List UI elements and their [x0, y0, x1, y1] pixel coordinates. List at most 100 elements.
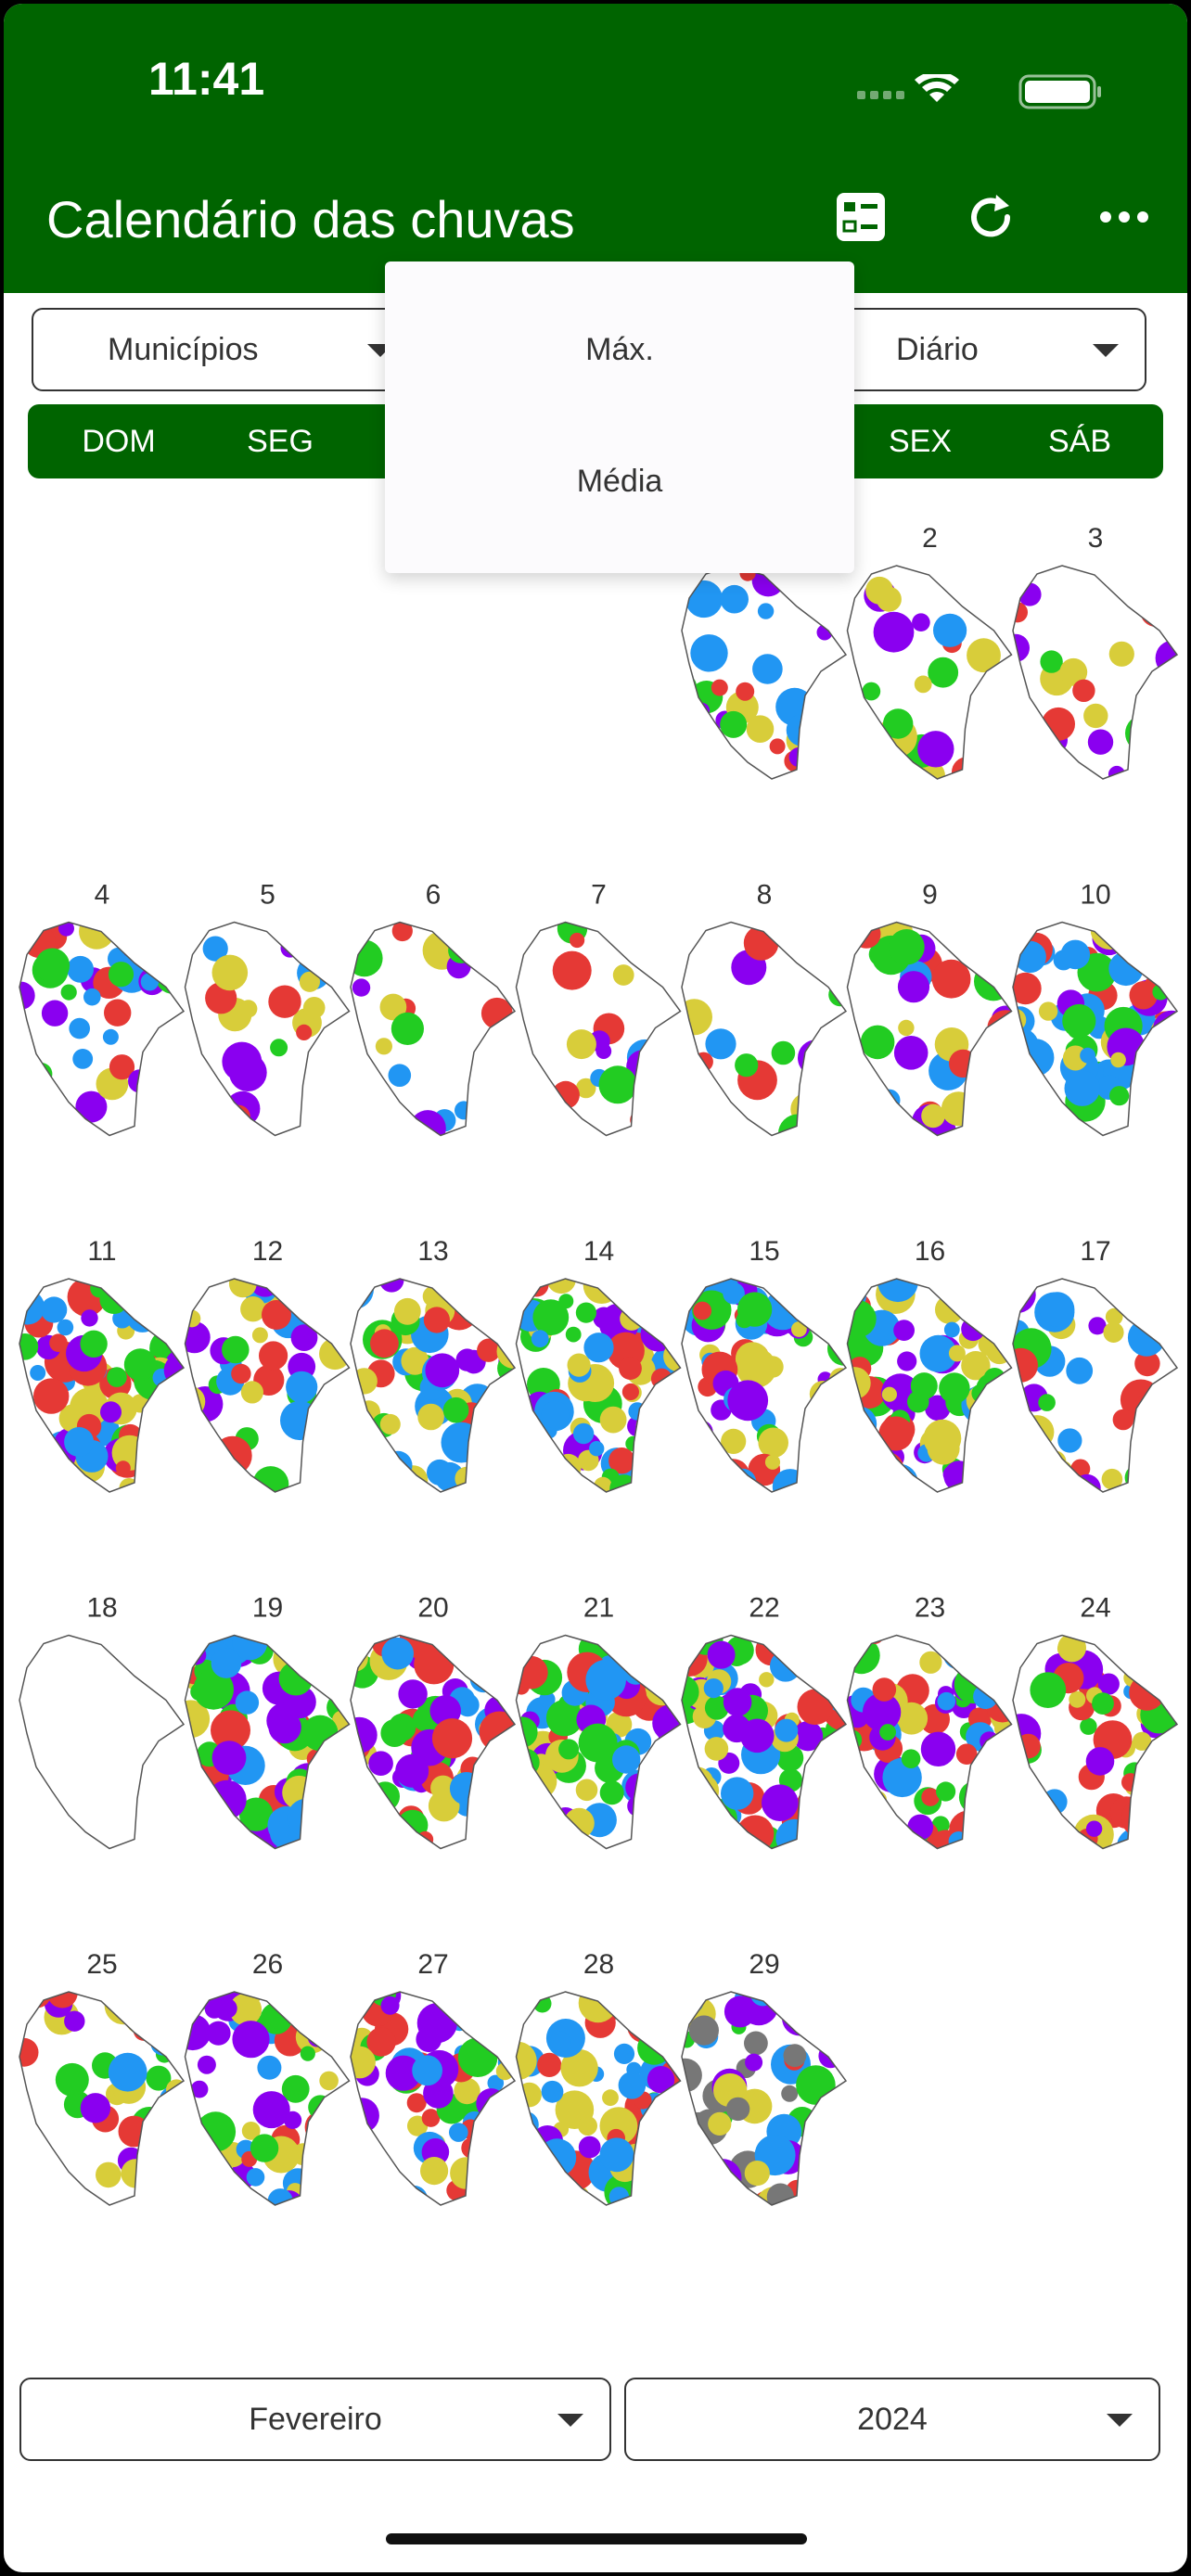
- more-button[interactable]: [1098, 202, 1150, 232]
- rain-patch: [319, 2149, 342, 2173]
- rain-patch: [819, 1441, 846, 1470]
- rain-patch: [241, 2122, 261, 2140]
- rain-patch: [240, 1381, 263, 1404]
- day-number: 5: [260, 879, 275, 910]
- rain-patch: [820, 1755, 846, 1791]
- rain-patch: [1134, 1350, 1160, 1377]
- rain-patch: [931, 959, 971, 999]
- rain-patch: [29, 2170, 54, 2195]
- rain-patch: [766, 2183, 794, 2205]
- rain-patch: [388, 1064, 412, 1087]
- rain-patch: [228, 1053, 267, 1091]
- day-number: 3: [1088, 523, 1104, 554]
- menu-item[interactable]: Média: [576, 464, 663, 499]
- rain-patch: [391, 922, 413, 942]
- rain-patch: [917, 731, 954, 768]
- rain-patch: [783, 2044, 807, 2068]
- rain-patch: [818, 1992, 846, 2020]
- rain-patch: [1147, 1030, 1162, 1046]
- rain-patch: [560, 2184, 590, 2205]
- rain-patch: [301, 1444, 324, 1467]
- rain-patch: [585, 1659, 626, 1701]
- rain-patch: [294, 1635, 327, 1664]
- rain-patch: [423, 1307, 450, 1333]
- rain-patch: [955, 1743, 978, 1765]
- month-dropdown[interactable]: Fevereiro: [19, 2378, 611, 2461]
- rain-patch: [359, 1821, 380, 1843]
- day-number: 13: [417, 1236, 448, 1267]
- rain-patch: [185, 2155, 214, 2190]
- rain-patch: [889, 929, 925, 965]
- day-number: 18: [86, 1592, 117, 1623]
- rain-patch: [57, 1319, 74, 1336]
- rain-patch: [1092, 1692, 1114, 1715]
- rain-patch: [140, 973, 160, 991]
- rain-patch: [1013, 566, 1025, 577]
- rain-patch: [1153, 566, 1177, 591]
- rain-map: [846, 1278, 1013, 1493]
- rain-patch: [721, 1777, 754, 1810]
- rain-patch: [893, 1320, 915, 1341]
- rain-patch: [705, 1028, 736, 1060]
- rain-patch: [246, 2168, 265, 2187]
- rain-patch: [479, 2137, 501, 2161]
- rain-patch: [104, 999, 132, 1027]
- rain-map: [184, 1634, 351, 1850]
- rain-patch: [96, 2162, 122, 2188]
- rain-patch: [572, 1422, 595, 1445]
- rain-patch: [879, 1463, 918, 1492]
- legend-button[interactable]: [835, 191, 887, 243]
- rain-patch: [964, 1657, 990, 1682]
- year-dropdown[interactable]: 2024: [624, 2378, 1160, 2461]
- rain-patch: [1062, 1003, 1096, 1039]
- rain-patch: [19, 1384, 30, 1399]
- rain-patch: [979, 1664, 1009, 1695]
- rain-patch: [1040, 1467, 1067, 1492]
- rain-patch: [1040, 650, 1063, 673]
- rain-patch: [897, 1351, 917, 1371]
- refresh-button[interactable]: [965, 191, 1017, 243]
- rain-patch: [1085, 1820, 1103, 1837]
- rain-map: [1012, 1278, 1179, 1493]
- rain-patch: [58, 1475, 83, 1492]
- rain-patch: [800, 1645, 819, 1664]
- rain-patch: [539, 1691, 556, 1708]
- rain-patch: [995, 1074, 1012, 1098]
- map-outline: [681, 1991, 848, 2206]
- rain-patch: [997, 1079, 1012, 1098]
- rain-patch: [881, 1386, 897, 1402]
- rain-patch: [570, 932, 585, 949]
- rain-patch: [64, 2010, 85, 2032]
- rain-patch: [290, 1324, 318, 1351]
- rain-patch: [693, 1301, 712, 1320]
- rain-patch: [1097, 1673, 1120, 1695]
- period-dropdown[interactable]: Diário: [820, 308, 1146, 391]
- region-dropdown[interactable]: Municípios: [32, 308, 421, 391]
- rain-patch: [461, 2137, 482, 2159]
- rain-patch: [599, 1780, 624, 1805]
- map-outline: [846, 921, 1013, 1137]
- rain-patch: [523, 2171, 552, 2199]
- rain-patch: [215, 1820, 246, 1849]
- day-number: 17: [1080, 1236, 1110, 1267]
- rain-patch: [792, 1721, 824, 1752]
- map-outline: [350, 1991, 517, 2206]
- rain-patch: [1080, 1717, 1097, 1735]
- rain-patch: [853, 1446, 873, 1464]
- rain-patch: [684, 2161, 716, 2193]
- rain-patch: [449, 1772, 483, 1805]
- day-number: 4: [95, 879, 110, 910]
- rain-patch: [78, 922, 115, 950]
- rain-patch: [653, 2006, 674, 2026]
- rain-patch: [682, 2172, 706, 2203]
- rain-patch: [185, 1385, 206, 1418]
- region-value: Municípios: [108, 331, 259, 367]
- menu-item[interactable]: Máx.: [585, 332, 654, 367]
- rain-patch: [1043, 1106, 1082, 1136]
- rain-patch: [994, 1832, 1010, 1849]
- rain-patch: [475, 1428, 493, 1447]
- rain-patch: [545, 1700, 583, 1737]
- rain-patch: [715, 1477, 738, 1492]
- rain-patch: [19, 1433, 52, 1474]
